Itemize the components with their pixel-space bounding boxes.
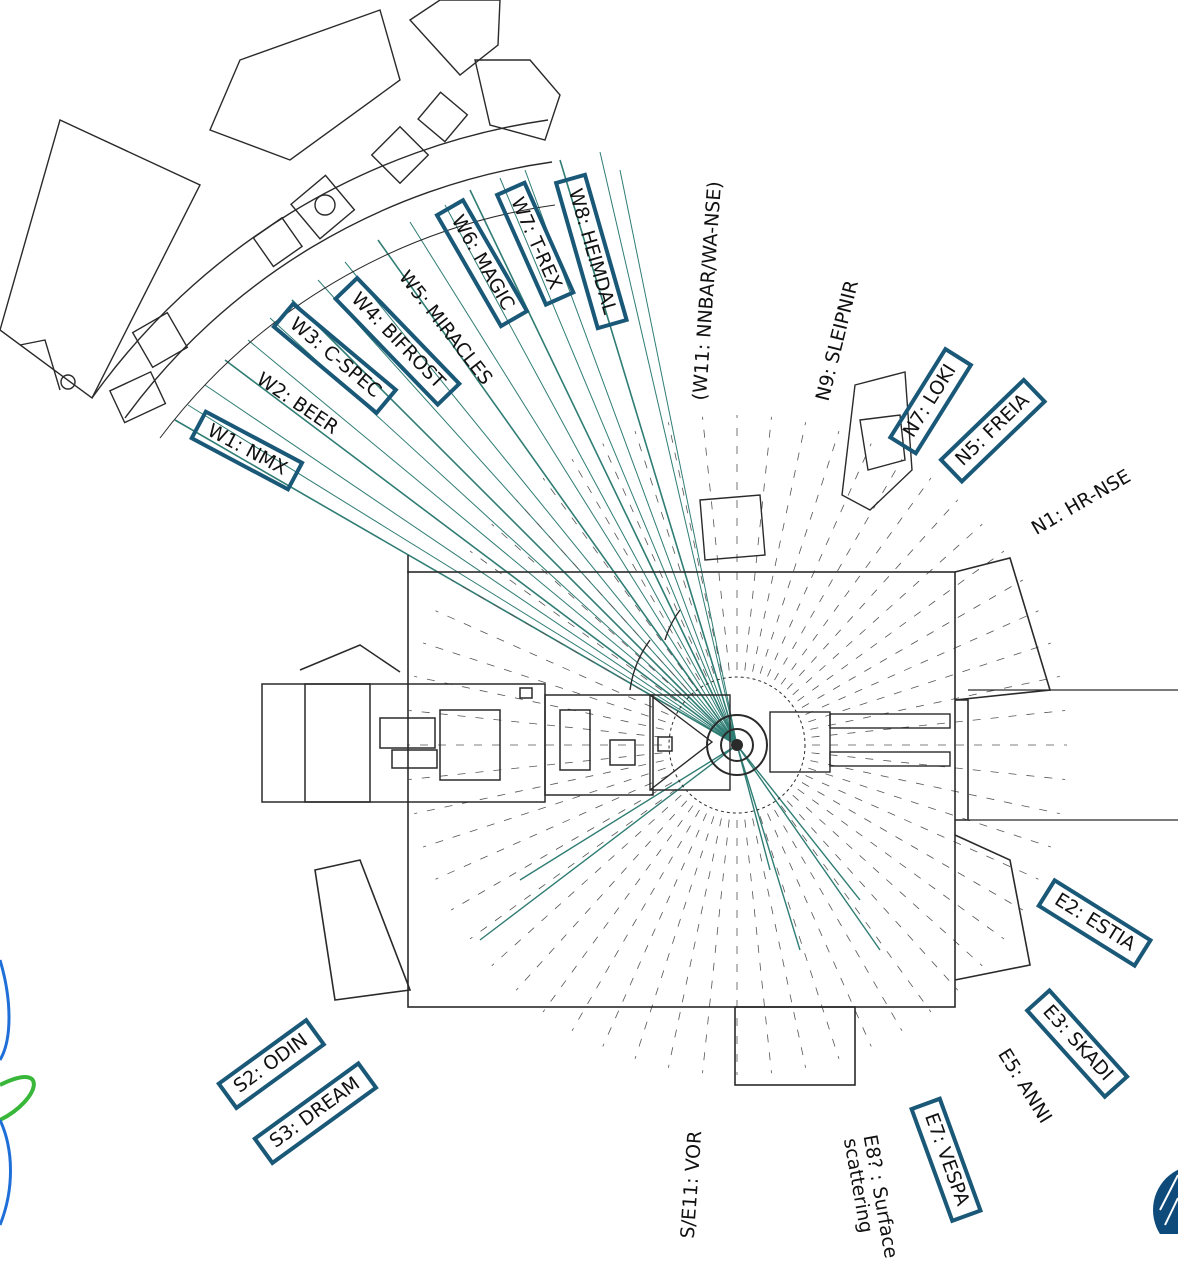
beamline — [344, 261, 738, 746]
sector-line — [805, 610, 1039, 715]
sector-line — [774, 459, 903, 681]
sector-line — [786, 499, 959, 690]
ess-logo-right — [1153, 1169, 1178, 1234]
west-building — [261, 644, 673, 803]
sector-line — [542, 805, 694, 1013]
sector-line — [542, 477, 694, 685]
north-annex — [699, 371, 913, 561]
sector-line — [811, 710, 1066, 738]
sector-line — [752, 422, 807, 672]
beamlines — [174, 151, 881, 951]
sector-line — [571, 809, 700, 1031]
sector-line — [780, 805, 932, 1013]
sector-dash-lines — [407, 415, 1067, 1075]
beamline — [736, 744, 861, 901]
beamline — [377, 239, 738, 746]
sector-line — [797, 550, 1005, 702]
beamline — [269, 317, 738, 746]
sector-line — [797, 788, 1005, 940]
sector-line — [667, 818, 722, 1068]
sector-line — [767, 813, 872, 1047]
sector-line — [792, 794, 983, 967]
sector-line — [702, 416, 730, 671]
sector-line — [774, 809, 903, 1031]
beamline — [224, 359, 738, 746]
sector-line — [423, 642, 666, 723]
sector-line — [786, 800, 959, 991]
sector-line — [810, 760, 1060, 815]
beamline — [444, 204, 738, 746]
sector-line — [801, 782, 1023, 911]
beamline — [619, 169, 738, 746]
sector-line — [805, 775, 1039, 880]
beamline — [499, 177, 738, 746]
sector-line — [752, 818, 807, 1068]
sector-line — [435, 775, 669, 880]
target-wing — [629, 609, 951, 791]
sector-line — [602, 813, 707, 1047]
beamline — [469, 189, 738, 746]
beamline — [409, 221, 738, 746]
sector-line — [634, 431, 715, 674]
beamline — [174, 419, 738, 746]
sector-line — [634, 816, 715, 1059]
sector-line — [759, 431, 840, 674]
central-building — [314, 555, 1178, 1086]
sector-line — [408, 752, 663, 780]
beamline — [736, 744, 801, 951]
beamline — [247, 339, 738, 746]
ess-logo-left — [0, 959, 36, 1226]
sector-line — [792, 523, 983, 696]
sector-line — [702, 819, 730, 1074]
west-hall-arc — [0, 0, 561, 439]
sector-line — [515, 499, 688, 690]
sector-line — [469, 788, 677, 940]
beamline — [736, 744, 881, 951]
sector-line — [602, 443, 707, 677]
sector-line — [744, 819, 772, 1074]
sector-line — [808, 767, 1051, 848]
sector-line — [759, 816, 840, 1059]
beamline — [559, 159, 738, 746]
sector-line — [571, 459, 700, 681]
sector-line — [491, 794, 682, 967]
beamline — [736, 744, 771, 871]
sector-line — [414, 675, 664, 730]
target-monolith — [668, 676, 806, 814]
beamline — [599, 151, 738, 746]
sector-line — [451, 782, 673, 911]
sector-line — [808, 642, 1051, 723]
sector-line — [408, 710, 663, 738]
sector-line — [435, 610, 669, 715]
sector-line — [667, 422, 722, 672]
sector-line — [469, 550, 677, 702]
beamline — [291, 299, 738, 746]
beamline — [524, 169, 738, 746]
beamline — [187, 404, 738, 746]
beamline — [479, 744, 738, 941]
sector-line — [423, 767, 666, 848]
sector-line — [767, 443, 872, 677]
sector-line — [414, 760, 664, 815]
sector-line — [744, 416, 772, 671]
beamline — [519, 744, 738, 881]
sector-line — [491, 523, 682, 696]
floor-plan-drawing — [0, 0, 1178, 1234]
sector-line — [810, 675, 1060, 730]
sector-line — [801, 579, 1023, 708]
beamline — [204, 384, 738, 746]
sector-line — [780, 477, 932, 685]
sector-line — [515, 800, 688, 991]
sector-line — [451, 579, 673, 708]
